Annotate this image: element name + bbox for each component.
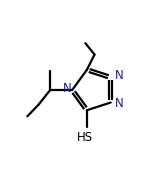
- Text: HS: HS: [77, 131, 93, 144]
- Text: N: N: [114, 69, 123, 82]
- Text: N: N: [114, 97, 123, 110]
- Text: N: N: [63, 82, 71, 95]
